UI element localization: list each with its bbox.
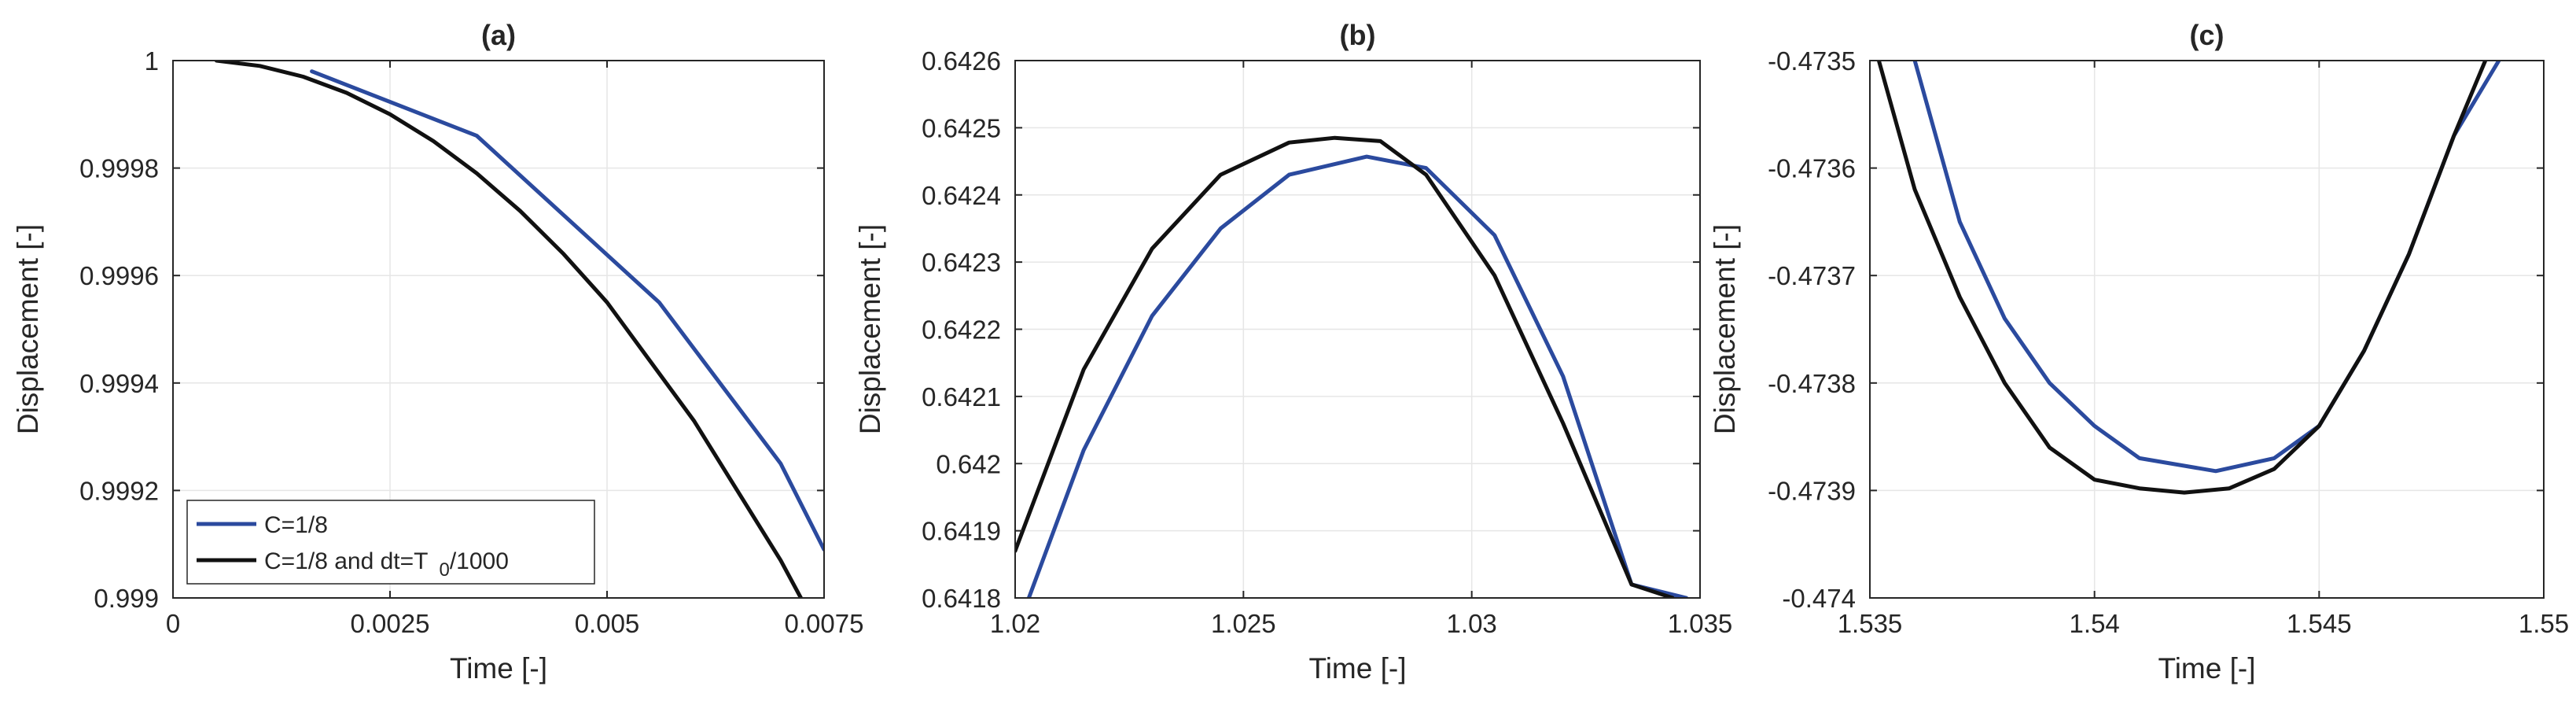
- x-tick-label-2: 0.005: [575, 609, 640, 638]
- y-axis-label: Displacement [-]: [1709, 224, 1741, 434]
- legend-label-1: C=1/8: [264, 512, 328, 538]
- x-tick-label-0: 1.02: [990, 609, 1040, 638]
- legend-box: [186, 500, 595, 585]
- axes-box: [172, 60, 825, 599]
- x-tick-label-2: 1.03: [1447, 609, 1497, 638]
- axes-box: [1869, 60, 2545, 599]
- y-tick-label-2: -0.4738: [1768, 369, 1856, 398]
- x-tick-label-3: 0.0075: [785, 609, 864, 638]
- y-tick-label-3: 0.9996: [79, 261, 159, 290]
- y-tick-label-2: 0.9994: [79, 369, 159, 398]
- y-tick-label-3: 0.6421: [922, 382, 1001, 411]
- chart-title: (b): [1340, 19, 1376, 51]
- chart-title: (c): [2190, 19, 2225, 51]
- x-tick-label-3: 1.035: [1668, 609, 1733, 638]
- y-tick-label-4: -0.4736: [1768, 154, 1856, 183]
- x-tick-label-3: 1.55: [2519, 609, 2569, 638]
- x-tick-label-1: 0.0025: [351, 609, 430, 638]
- series-line-2: [1015, 135, 1675, 598]
- series-line-1: [1026, 154, 1689, 598]
- y-tick-label-5: 0.6423: [922, 248, 1001, 277]
- chart-panel-1: 0 0.0025 0.005 0.0075 0.999 0.9992 0.9994 0.999…: [12, 19, 863, 684]
- x-axis-label: Time [-]: [1308, 652, 1406, 684]
- y-tick-label-4: 0.6422: [922, 315, 1001, 345]
- chart-panel-2: 1.02 1.025 1.03 1.035 0.6418 0.6419 0.642 0.642…: [854, 19, 1732, 684]
- y-tick-label-5: -0.4735: [1768, 46, 1856, 76]
- y-tick-label-0: 0.999: [94, 584, 159, 613]
- series-line-1: [310, 69, 824, 552]
- series-line-2: [214, 61, 804, 598]
- x-tick-label-0: 1.535: [1838, 609, 1903, 638]
- legend: C=1/8C=1/8 and dt=T 0/1000: [186, 500, 595, 585]
- plot-area: [1870, 61, 2544, 598]
- chart-panel-3: 1.535 1.54 1.545 1.55 -0.474 -0.4739 -0.4738 -0…: [1709, 19, 2569, 684]
- y-tick-label-0: 0.6418: [922, 584, 1001, 613]
- y-tick-label-3: -0.4737: [1768, 261, 1856, 290]
- y-tick-label-1: -0.4739: [1768, 476, 1856, 505]
- y-tick-label-4: 0.9998: [79, 154, 159, 183]
- y-tick-label-1: 0.9992: [79, 476, 159, 505]
- y-tick-label-1: 0.6419: [922, 517, 1001, 546]
- y-tick-label-6: 0.6424: [922, 181, 1001, 210]
- legend-subscript: 0: [439, 559, 449, 581]
- legend-suffix: /1000: [450, 548, 509, 574]
- y-axis-label: Displacement [-]: [854, 224, 886, 434]
- y-tick-label-0: -0.474: [1782, 584, 1856, 613]
- x-tick-label-0: 0: [166, 609, 180, 638]
- series-line-2: [1876, 61, 2488, 495]
- x-tick-label-1: 1.025: [1211, 609, 1276, 638]
- x-tick-label-2: 1.545: [2287, 609, 2352, 638]
- y-tick-label-8: 0.6426: [922, 46, 1001, 76]
- y-tick-label-2: 0.642: [936, 449, 1001, 478]
- y-axis-label: Displacement [-]: [12, 224, 44, 434]
- chart-title: (a): [481, 19, 516, 51]
- y-tick-label-7: 0.6425: [922, 113, 1001, 142]
- x-axis-label: Time [-]: [450, 652, 547, 684]
- x-tick-label-1: 1.54: [2070, 609, 2120, 638]
- x-axis-label: Time [-]: [2158, 652, 2255, 684]
- y-tick-label-5: 1: [145, 46, 159, 76]
